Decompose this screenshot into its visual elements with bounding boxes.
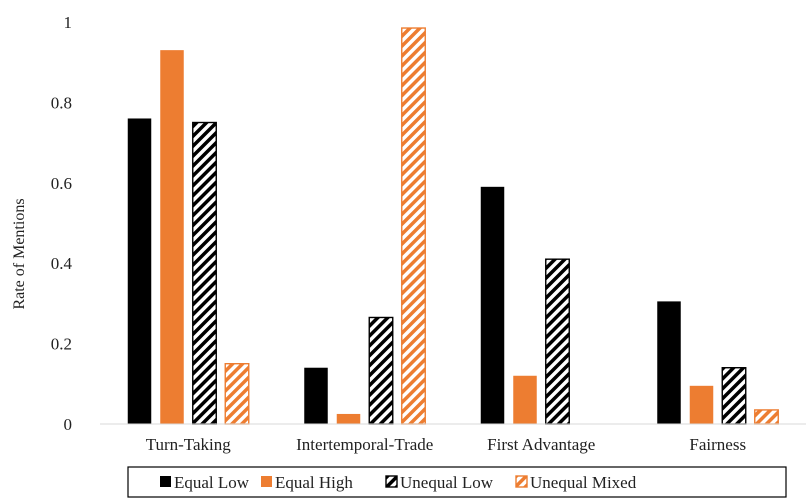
- x-category-label: Intertemporal-Trade: [296, 435, 433, 454]
- bar-equal-low-turn-taking: [127, 118, 152, 424]
- y-tick-label: 0.6: [51, 174, 72, 193]
- x-category-label: First Advantage: [487, 435, 595, 454]
- bar-equal-low-first-advantage: [480, 186, 505, 424]
- bar-equal-high-fairness: [689, 385, 714, 424]
- legend-label-equal-high: Equal High: [275, 473, 353, 492]
- bar-equal-low-fairness: [657, 301, 681, 424]
- x-category-label: Turn-Taking: [146, 435, 232, 454]
- y-tick-label: 0.8: [51, 93, 72, 112]
- bar-unequal-low-intertemporal-trade: [368, 316, 394, 425]
- y-axis-title: Rate of Mentions: [11, 198, 28, 309]
- bar-equal-high-turn-taking: [160, 50, 184, 424]
- x-category-label: Fairness: [689, 435, 746, 454]
- bar-unequal-low-turn-taking: [192, 121, 217, 425]
- legend-swatch-unequal-low: [385, 475, 398, 488]
- bar-unequal-mixed-intertemporal-trade: [401, 27, 426, 425]
- bar-equal-high-first-advantage: [513, 375, 537, 424]
- legend-swatch-equal-high: [261, 476, 272, 487]
- x-axis-category-labels: Turn-Taking Intertemporal-Trade First Adva…: [146, 435, 746, 454]
- bar-equal-low-intertemporal-trade: [304, 367, 328, 424]
- legend-swatch-equal-low: [160, 476, 171, 487]
- legend-label-unequal-low: Unequal Low: [400, 473, 494, 492]
- y-tick-label: 1: [64, 13, 73, 32]
- legend-box: [127, 466, 787, 498]
- y-tick-label: 0: [64, 415, 73, 434]
- y-tick-label: 0.2: [51, 335, 72, 354]
- bar-unequal-low-fairness: [721, 367, 747, 425]
- legend-label-unequal-mixed: Unequal Mixed: [530, 473, 637, 492]
- legend-label-equal-low: Equal Low: [174, 473, 250, 492]
- bars-group: [127, 27, 779, 425]
- y-tick-label: 0.4: [51, 254, 73, 273]
- bar-unequal-mixed-turn-taking: [224, 363, 250, 425]
- bar-unequal-mixed-fairness: [754, 409, 779, 425]
- y-axis-label: Rate of Mentions: [11, 198, 28, 309]
- y-axis-ticks: 0 0.2 0.4 0.6 0.8 1: [51, 13, 73, 434]
- legend: Equal Low Equal High Unequal Low Unequal Mi…: [127, 466, 787, 498]
- legend-swatch-unequal-mixed: [515, 475, 528, 488]
- bar-equal-high-intertemporal-trade: [336, 413, 361, 424]
- bar-unequal-low-first-advantage: [545, 258, 570, 425]
